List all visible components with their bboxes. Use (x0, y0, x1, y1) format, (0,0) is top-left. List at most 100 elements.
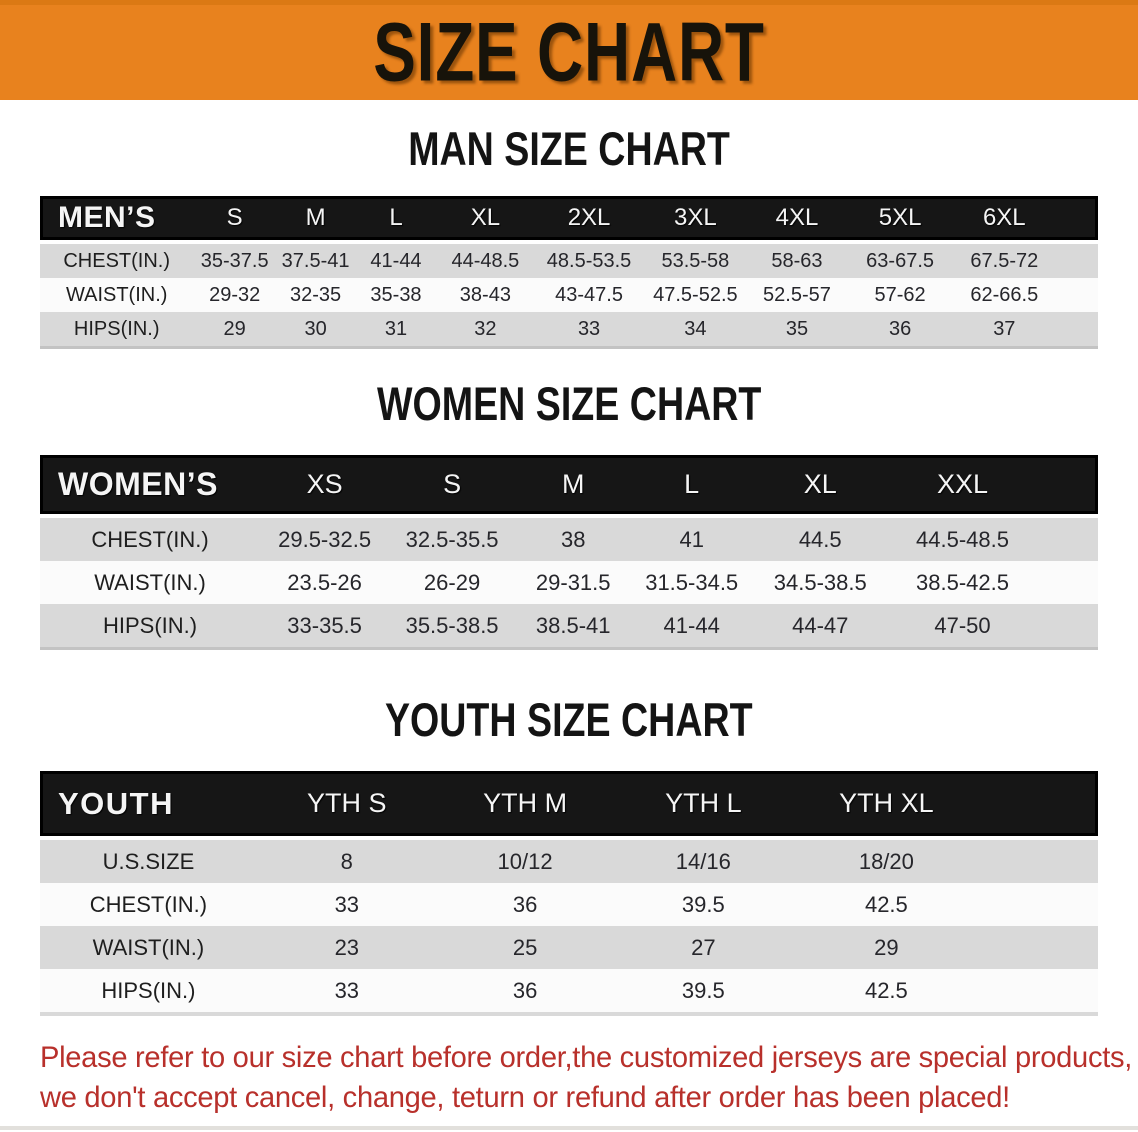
women-hips-row: HIPS(IN.) 33-35.5 35.5-38.5 38.5-41 41-4… (40, 604, 1098, 650)
row-label: U.S.SIZE (40, 836, 257, 883)
men-chest-row: CHEST(IN.) 35-37.5 37.5-41 41-44 44-48.5… (40, 240, 1098, 278)
size-value-cell: 32.5-35.5 (389, 514, 516, 561)
men-corner-label: MEN’S (40, 196, 194, 240)
spacer-cell (979, 836, 1098, 883)
youth-ussize-row: U.S.SIZE 8 10/12 14/16 18/20 (40, 836, 1098, 883)
spacer-cell (1055, 196, 1098, 240)
size-value-cell: 27 (613, 926, 794, 969)
spacer-cell (1036, 561, 1098, 604)
youth-corner-label: YOUTH (40, 771, 257, 836)
youth-waist-row: WAIST(IN.) 23 25 27 29 (40, 926, 1098, 969)
youth-chest-row: CHEST(IN.) 33 36 39.5 42.5 (40, 883, 1098, 926)
size-column-header: S (193, 196, 276, 240)
row-label: HIPS(IN.) (40, 312, 194, 349)
men-header-row: MEN’S S M L XL 2XL 3XL 4XL 5XL 6XL (40, 196, 1098, 240)
size-value-cell: 44-47 (752, 604, 889, 650)
size-value-cell: 32-35 (275, 278, 356, 312)
size-chart-title: SIZE CHART (373, 5, 765, 99)
size-column-header: XL (752, 455, 889, 514)
spacer-cell (1055, 240, 1098, 278)
size-value-cell: 29-32 (193, 278, 276, 312)
size-value-cell: 33 (534, 312, 645, 349)
men-hips-row: HIPS(IN.) 29 30 31 32 33 34 35 36 37 (40, 312, 1098, 349)
spacer-cell (1036, 514, 1098, 561)
women-size-chart-heading: WOMEN SIZE CHART (0, 377, 1138, 430)
size-value-cell: 38 (515, 514, 632, 561)
size-value-cell: 29 (193, 312, 276, 349)
spacer-cell (1055, 312, 1098, 349)
size-value-cell: 52.5-57 (746, 278, 848, 312)
size-column-header: XL (436, 196, 535, 240)
size-value-cell: 39.5 (613, 969, 794, 1016)
spacer-cell (1036, 604, 1098, 650)
spacer-cell (979, 926, 1098, 969)
size-column-header: L (355, 196, 437, 240)
size-value-cell: 8 (256, 836, 437, 883)
size-chart-banner: SIZE CHART (0, 0, 1138, 100)
size-column-header: XXL (888, 455, 1037, 514)
size-value-cell: 35 (746, 312, 848, 349)
size-column-header: 3XL (644, 196, 747, 240)
size-value-cell: 34 (644, 312, 747, 349)
size-column-header: M (515, 455, 632, 514)
row-label: CHEST(IN.) (40, 514, 261, 561)
size-column-header: XS (260, 455, 390, 514)
size-value-cell: 32 (436, 312, 535, 349)
size-value-cell: 44-48.5 (436, 240, 535, 278)
size-value-cell: 42.5 (793, 883, 980, 926)
disclaimer-line-2: we don't accept cancel, change, teturn o… (40, 1081, 1010, 1114)
size-value-cell: 57-62 (847, 278, 953, 312)
size-value-cell: 48.5-53.5 (534, 240, 645, 278)
size-column-header: 4XL (746, 196, 848, 240)
women-header-row: WOMEN’S XS S M L XL XXL (40, 455, 1098, 514)
row-label: WAIST(IN.) (40, 561, 261, 604)
youth-size-table: YOUTH YTH S YTH M YTH L YTH XL U.S.SIZE … (40, 771, 1098, 1016)
size-column-header: S (389, 455, 516, 514)
men-size-table: MEN’S S M L XL 2XL 3XL 4XL 5XL 6XL CHEST… (40, 196, 1098, 349)
man-size-chart-heading-text: MAN SIZE CHART (408, 122, 730, 175)
size-value-cell: 35-38 (355, 278, 437, 312)
spacer-cell (979, 969, 1098, 1016)
spacer-cell (979, 883, 1098, 926)
row-label: HIPS(IN.) (40, 969, 257, 1016)
size-column-header: YTH L (613, 771, 794, 836)
size-value-cell: 23.5-26 (260, 561, 390, 604)
row-label: HIPS(IN.) (40, 604, 261, 650)
man-size-chart-heading: MAN SIZE CHART (0, 122, 1138, 175)
row-label: WAIST(IN.) (40, 278, 194, 312)
size-value-cell: 26-29 (389, 561, 516, 604)
disclaimer-line-1: Please refer to our size chart before or… (40, 1041, 1133, 1074)
size-value-cell: 37.5-41 (275, 240, 356, 278)
size-value-cell: 31.5-34.5 (631, 561, 752, 604)
size-column-header: 2XL (534, 196, 645, 240)
size-value-cell: 33 (256, 883, 437, 926)
youth-size-chart-heading: YOUTH SIZE CHART (0, 696, 1138, 743)
size-value-cell: 47-50 (888, 604, 1037, 650)
size-value-cell: 36 (436, 883, 614, 926)
size-value-cell: 18/20 (793, 836, 980, 883)
size-value-cell: 14/16 (613, 836, 794, 883)
size-value-cell: 35-37.5 (193, 240, 276, 278)
women-size-chart-heading-text: WOMEN SIZE CHART (376, 377, 762, 430)
size-value-cell: 31 (355, 312, 437, 349)
size-value-cell: 44.5-48.5 (888, 514, 1037, 561)
size-value-cell: 38.5-41 (515, 604, 632, 650)
size-value-cell: 44.5 (752, 514, 889, 561)
size-value-cell: 63-67.5 (847, 240, 953, 278)
size-value-cell: 47.5-52.5 (644, 278, 747, 312)
youth-header-row: YOUTH YTH S YTH M YTH L YTH XL (40, 771, 1098, 836)
size-value-cell: 53.5-58 (644, 240, 747, 278)
row-label: CHEST(IN.) (40, 883, 257, 926)
women-waist-row: WAIST(IN.) 23.5-26 26-29 29-31.5 31.5-34… (40, 561, 1098, 604)
size-column-header: YTH M (436, 771, 614, 836)
women-size-table: WOMEN’S XS S M L XL XXL CHEST(IN.) 29.5-… (40, 455, 1098, 650)
size-value-cell: 67.5-72 (953, 240, 1056, 278)
row-label: WAIST(IN.) (40, 926, 257, 969)
men-waist-row: WAIST(IN.) 29-32 32-35 35-38 38-43 43-47… (40, 278, 1098, 312)
size-value-cell: 10/12 (436, 836, 614, 883)
size-value-cell: 33-35.5 (260, 604, 390, 650)
size-value-cell: 38.5-42.5 (888, 561, 1037, 604)
size-value-cell: 37 (953, 312, 1056, 349)
size-value-cell: 41-44 (355, 240, 437, 278)
size-value-cell: 34.5-38.5 (752, 561, 889, 604)
